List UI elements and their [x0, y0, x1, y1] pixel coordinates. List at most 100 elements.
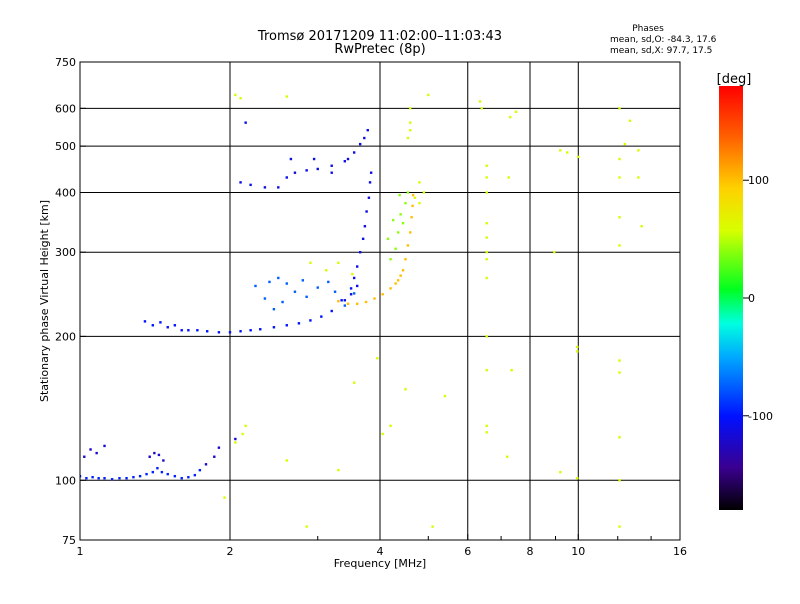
data-point: [349, 287, 353, 290]
x-axis-label: Frequency [MHz]: [334, 557, 426, 570]
data-point: [138, 474, 142, 478]
data-point: [363, 136, 366, 140]
data-point: [193, 473, 197, 477]
data-point: [85, 477, 88, 480]
data-point: [159, 321, 162, 324]
data-points: [80, 93, 643, 528]
data-point: [396, 231, 400, 234]
data-point: [401, 222, 405, 225]
data-point: [343, 299, 347, 302]
data-point: [364, 300, 368, 304]
data-point: [157, 453, 161, 457]
data-point: [305, 169, 308, 172]
data-point: [187, 329, 190, 332]
data-point: [148, 455, 151, 458]
data-point: [623, 142, 627, 146]
data-point: [145, 472, 148, 476]
data-point: [409, 128, 412, 132]
data-point: [330, 164, 333, 167]
data-point: [340, 299, 343, 302]
data-point: [125, 477, 128, 480]
data-point: [618, 359, 621, 362]
data-point: [343, 304, 347, 307]
data-point: [485, 276, 488, 280]
x-tick-label: 10: [571, 545, 585, 558]
data-point: [305, 525, 308, 528]
data-point: [173, 324, 177, 327]
data-point: [249, 183, 252, 187]
chart-title: Tromsø 20171209 11:02:00–11:03:43: [257, 29, 502, 44]
x-tick-label: 4: [377, 545, 384, 558]
data-point: [337, 261, 340, 265]
grid-lines: [80, 62, 680, 540]
data-point: [618, 107, 621, 110]
y-tick-label: 400: [55, 186, 76, 199]
data-point: [406, 191, 410, 194]
data-point: [241, 432, 244, 436]
data-point: [485, 191, 488, 194]
data-point: [254, 284, 257, 288]
data-point: [143, 320, 147, 323]
data-point: [618, 479, 621, 482]
data-point: [485, 431, 488, 434]
data-point: [485, 424, 488, 428]
x-tick-label: 16: [673, 545, 687, 558]
data-point: [637, 149, 640, 152]
data-point: [618, 371, 621, 374]
data-point: [368, 181, 372, 184]
data-point: [565, 151, 569, 154]
y-tick-label: 100: [55, 474, 76, 487]
data-point: [576, 477, 579, 480]
data-point: [118, 477, 121, 480]
data-point: [637, 176, 640, 179]
data-point: [316, 286, 319, 289]
data-point: [485, 335, 488, 338]
data-point: [485, 164, 488, 167]
data-point: [427, 93, 430, 97]
x-tick-label: 2: [227, 545, 234, 558]
data-point: [234, 93, 237, 97]
data-point: [510, 368, 513, 372]
data-point: [369, 171, 373, 174]
data-point: [327, 280, 330, 284]
colorbar-tick-label: 0: [748, 292, 755, 305]
data-point: [618, 244, 621, 247]
data-point: [223, 496, 226, 499]
data-point: [83, 455, 86, 458]
data-point: [505, 455, 509, 458]
data-point: [376, 357, 379, 360]
y-tick-label: 200: [55, 330, 76, 343]
data-point: [268, 280, 271, 284]
data-point: [301, 279, 305, 282]
data-point: [309, 319, 312, 322]
data-point: [352, 381, 356, 384]
data-point: [346, 157, 350, 161]
data-point: [187, 475, 190, 479]
data-point: [618, 525, 621, 528]
y-axis-label: Stationary phase Virtual Height [km]: [38, 200, 51, 402]
data-point: [618, 176, 621, 179]
data-point: [151, 470, 155, 474]
data-point: [330, 309, 333, 313]
data-point: [413, 196, 417, 199]
data-point: [401, 269, 405, 272]
data-point: [297, 322, 301, 325]
data-point: [196, 329, 199, 332]
data-point: [406, 136, 410, 140]
data-point: [431, 525, 434, 528]
data-point: [285, 95, 288, 98]
data-point: [263, 297, 267, 300]
data-point: [277, 186, 280, 189]
data-point: [381, 293, 384, 296]
data-point: [309, 261, 312, 265]
x-tick-label: 6: [464, 545, 471, 558]
x-tick-label: 8: [527, 545, 534, 558]
data-point: [316, 167, 319, 171]
colorbar: [719, 86, 743, 510]
data-point: [391, 219, 395, 222]
data-point: [404, 258, 407, 261]
data-point: [180, 477, 183, 480]
data-point: [396, 279, 400, 282]
